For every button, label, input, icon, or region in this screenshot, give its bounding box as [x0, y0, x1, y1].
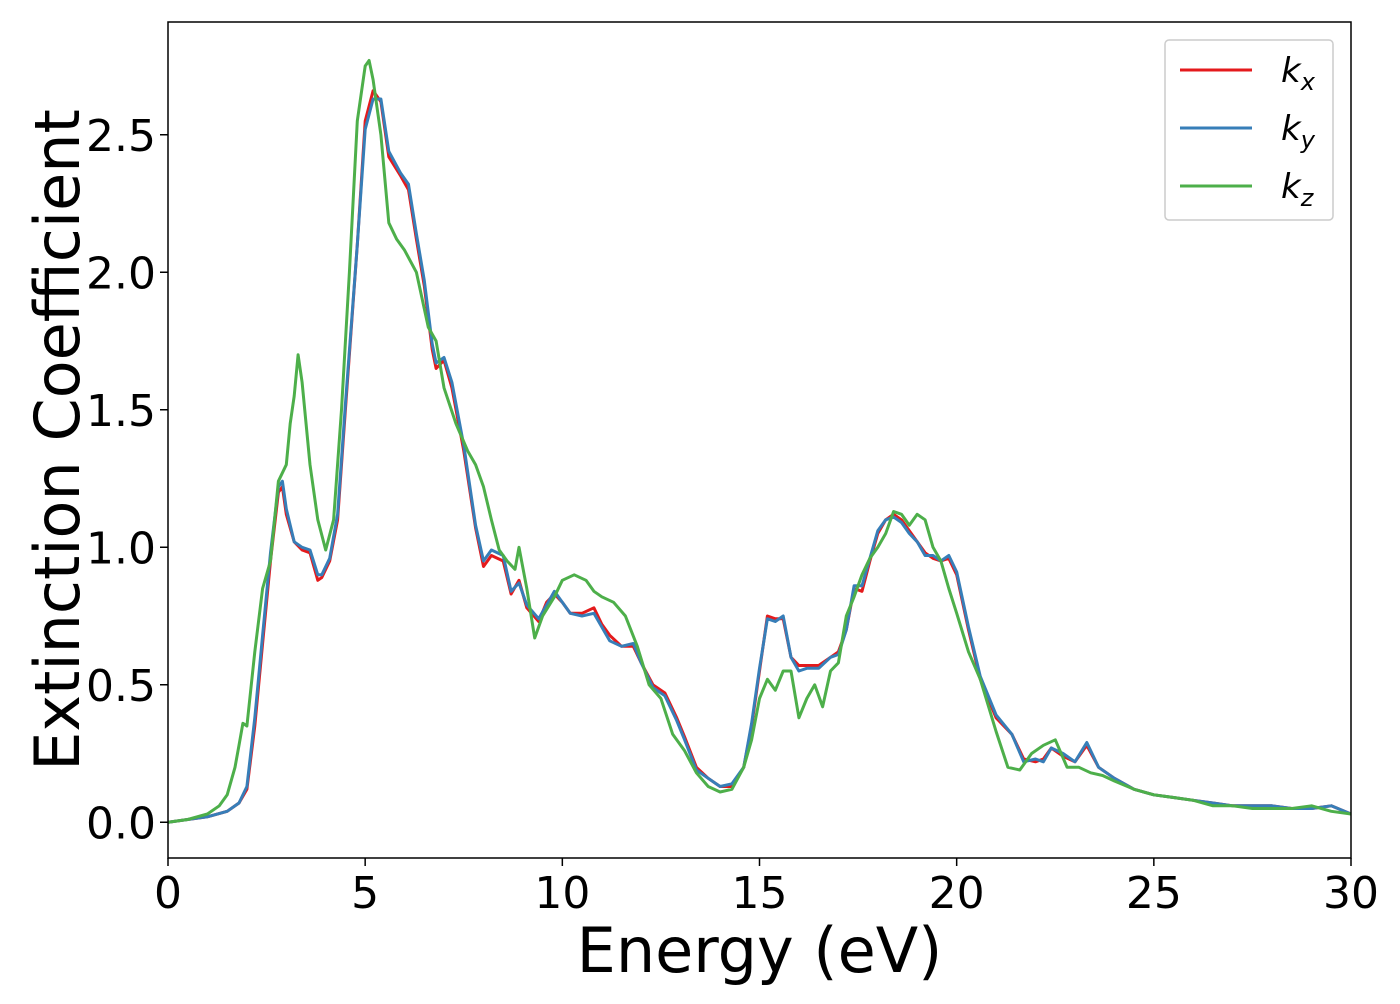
y-axis-title: Extinction Coefficient — [21, 109, 94, 771]
y-tick-label: 0.5 — [86, 661, 156, 712]
y-axis: 0.0 0.5 1.0 1.5 2.0 2.5 — [86, 111, 168, 849]
x-axis: 0 5 10 15 20 25 30 — [154, 858, 1379, 919]
x-tick-label: 30 — [1323, 868, 1379, 919]
x-tick-label: 0 — [154, 868, 182, 919]
x-tick-label: 25 — [1126, 868, 1182, 919]
x-tick-label: 20 — [929, 868, 985, 919]
y-tick-label: 1.5 — [86, 386, 156, 437]
y-tick-label: 1.0 — [86, 523, 156, 574]
y-tick-label: 2.0 — [86, 248, 156, 299]
y-tick-label: 0.0 — [86, 798, 156, 849]
legend-box — [1164, 39, 1334, 221]
series-line-y — [168, 97, 1351, 824]
series-layer — [168, 59, 1351, 824]
series-line-z — [168, 59, 1351, 824]
x-tick-label: 5 — [351, 868, 379, 919]
x-tick-label: 10 — [534, 868, 590, 919]
x-axis-title: Energy (eV) — [577, 914, 943, 987]
y-tick-label: 2.5 — [86, 111, 156, 162]
x-tick-label: 15 — [732, 868, 788, 919]
